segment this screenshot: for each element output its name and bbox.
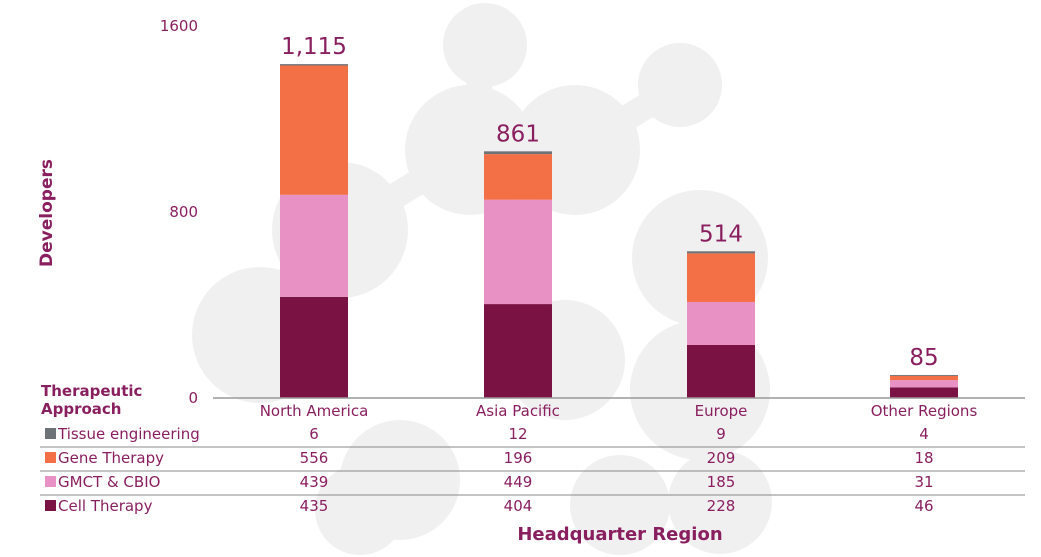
legend-swatch xyxy=(45,500,56,511)
bar-segment-gmct-cbio xyxy=(484,199,552,305)
table-cell: 556 xyxy=(300,449,329,467)
legend-label: Cell Therapy xyxy=(58,497,153,515)
legend-label: GMCT & CBIO xyxy=(58,473,160,491)
x-axis-label: Headquarter Region xyxy=(517,524,722,545)
table-cell: 439 xyxy=(300,473,329,491)
y-axis-label: Developers xyxy=(37,159,57,267)
table-cell: 9 xyxy=(716,425,726,443)
table-cell: 435 xyxy=(300,497,329,515)
bar-segment-gmct-cbio xyxy=(687,301,755,345)
table-cell: 46 xyxy=(914,497,933,515)
x-tick-label: Asia Pacific xyxy=(476,402,560,420)
legend-title-line2: Approach xyxy=(41,400,121,418)
x-tick-label: Other Regions xyxy=(871,402,978,420)
bar-segment-cell-therapy xyxy=(890,387,958,398)
bar-segment-gene-therapy xyxy=(280,65,348,195)
table-cell: 31 xyxy=(914,473,933,491)
bar-segment-tissue-engineering xyxy=(687,251,755,254)
table-cell: 185 xyxy=(707,473,736,491)
y-tick-label: 800 xyxy=(169,203,198,221)
bar-segment-gmct-cbio xyxy=(280,194,348,297)
table-cell: 6 xyxy=(309,425,319,443)
background-molecule-decoration xyxy=(192,3,772,555)
legend-label: Gene Therapy xyxy=(58,449,164,467)
x-tick-label: North America xyxy=(260,402,369,420)
table-cell: 12 xyxy=(508,425,527,443)
legend-swatch xyxy=(45,476,56,487)
legend-title: Therapeutic xyxy=(41,382,142,400)
x-tick-label: Europe xyxy=(695,402,748,420)
bar-total-label: 514 xyxy=(699,221,743,247)
decor-link xyxy=(333,43,687,242)
table-cell: 404 xyxy=(504,497,533,515)
bar-segment-cell-therapy xyxy=(687,344,755,398)
legend-label: Tissue engineering xyxy=(57,425,200,443)
bar-segment-cell-therapy xyxy=(280,296,348,398)
bar-segment-gene-therapy xyxy=(484,154,552,200)
bar-segment-tissue-engineering xyxy=(484,151,552,155)
table-cell: 18 xyxy=(914,449,933,467)
bar-total-label: 1,115 xyxy=(281,34,347,60)
y-tick-label: 0 xyxy=(188,389,198,407)
bar-segment-gene-therapy xyxy=(687,253,755,302)
legend-swatch xyxy=(45,428,56,439)
table-cell: 196 xyxy=(504,449,533,467)
bar-segment-gene-therapy xyxy=(890,375,958,381)
decor-circle xyxy=(668,450,772,554)
table-cell: 209 xyxy=(707,449,736,467)
bar-segment-gmct-cbio xyxy=(890,380,958,388)
decor-circle xyxy=(315,465,405,555)
decor-circle xyxy=(570,455,670,555)
bar-segment-tissue-engineering xyxy=(890,374,958,376)
table-cell: 449 xyxy=(504,473,533,491)
table-cell: 4 xyxy=(919,425,929,443)
bar-total-label: 861 xyxy=(496,121,540,147)
table-cell: 228 xyxy=(707,497,736,515)
bar-segment-tissue-engineering xyxy=(280,64,348,66)
y-tick-label: 1600 xyxy=(160,17,198,35)
bar-total-label: 85 xyxy=(909,345,938,371)
legend-swatch xyxy=(45,452,56,463)
bar-segment-cell-therapy xyxy=(484,304,552,398)
